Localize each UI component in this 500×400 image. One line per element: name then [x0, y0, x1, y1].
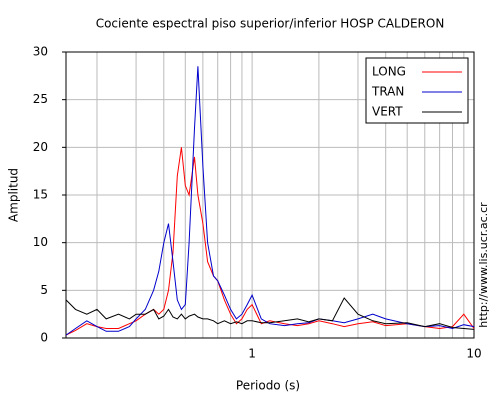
y-tick-label: 30: [33, 45, 48, 59]
legend-label: VERT: [372, 105, 403, 119]
x-axis-label: Periodo (s): [236, 379, 300, 393]
x-tick-label: 10: [466, 347, 481, 361]
x-tick-label: 1: [248, 347, 256, 361]
y-tick-label: 25: [33, 92, 48, 106]
y-tick-label: 10: [33, 235, 48, 249]
legend-label: TRAN: [371, 85, 404, 99]
annotation: http://www.lis.ucr.ac.cr: [477, 202, 490, 328]
chart-title: Cociente espectral piso superior/inferio…: [96, 17, 445, 31]
y-tick-label: 15: [33, 188, 48, 202]
y-axis-label: Amplitud: [7, 168, 21, 222]
series-line: [65, 147, 475, 336]
plot-frame: [65, 51, 475, 339]
y-tick-label: 5: [40, 283, 48, 297]
legend-label: LONG: [372, 65, 406, 79]
y-tick-label: 20: [33, 140, 48, 154]
y-tick-label: 0: [40, 331, 48, 345]
series-line: [65, 66, 475, 336]
series-line: [65, 297, 475, 330]
